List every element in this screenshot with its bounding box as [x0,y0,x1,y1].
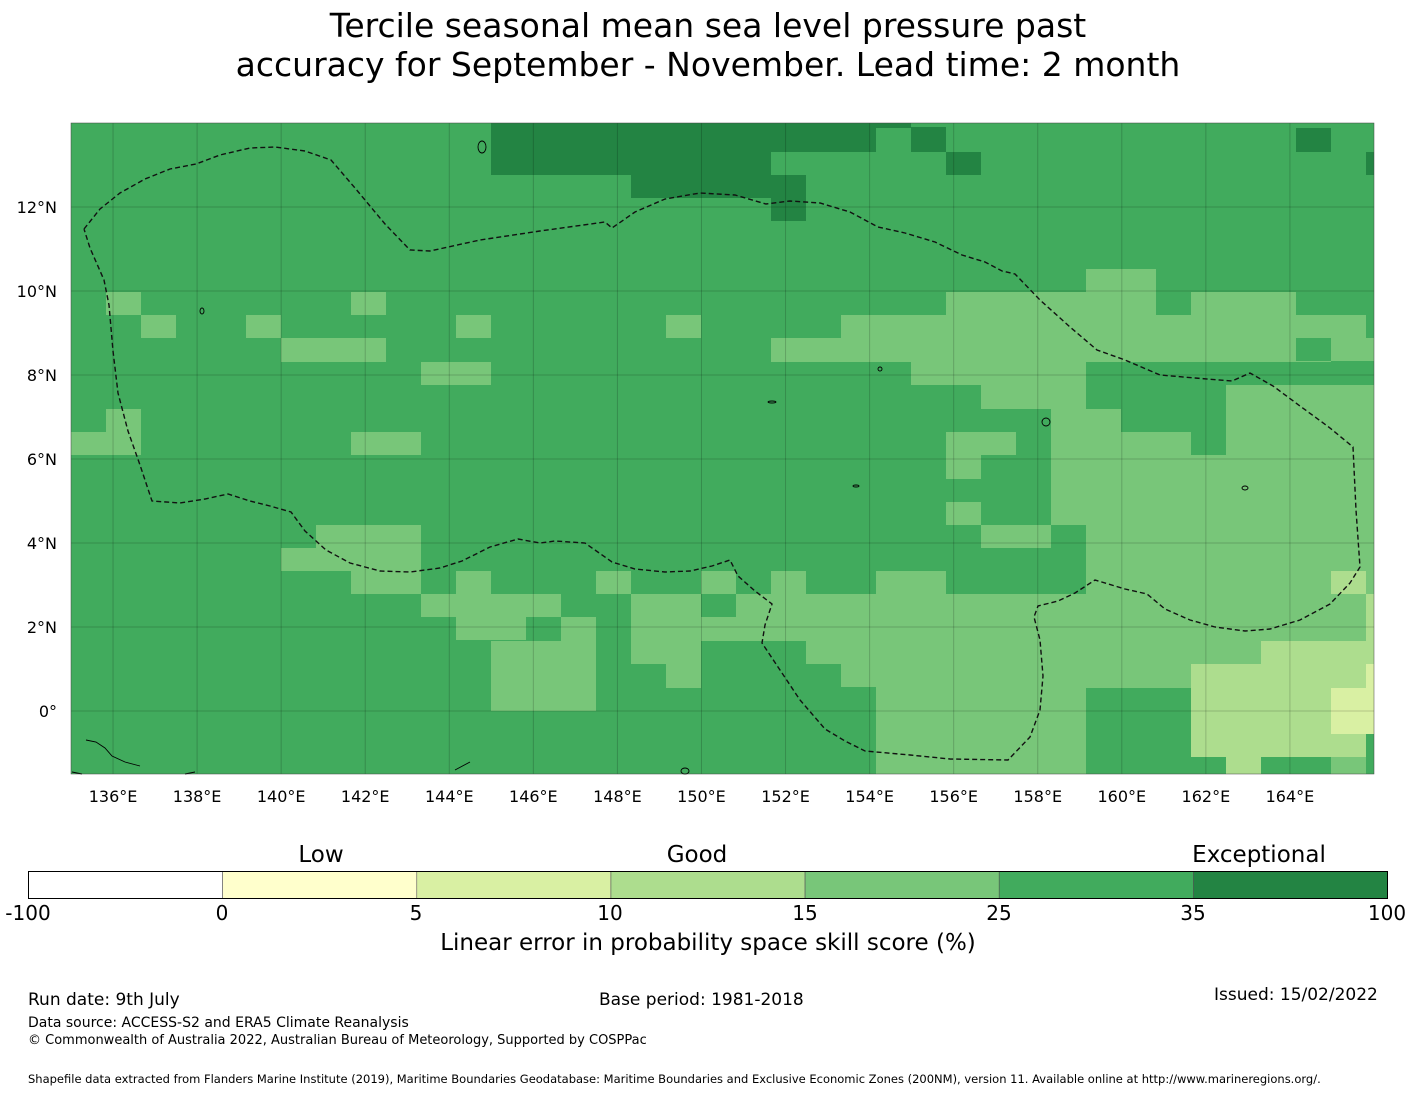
lon-tick-label: 140°E [257,787,306,806]
colorbar-label: Linear error in probability space skill … [440,930,976,956]
colorbar-tick: 5 [409,901,423,925]
lon-tick-label: 152°E [761,787,810,806]
lon-tick-label: 164°E [1266,787,1315,806]
colorbar-tick: 0 [215,901,229,925]
lon-tick-label: 154°E [845,787,894,806]
colorbar-tick: 35 [1180,901,1206,925]
shapefile-credit: Shapefile data extracted from Flanders M… [28,1072,1321,1086]
colorbar-category-low: Low [298,842,344,868]
lon-tick-label: 138°E [173,787,222,806]
skill-cells [71,123,1374,774]
lon-tick-label: 156°E [929,787,978,806]
colorbar-tick: -100 [5,901,51,925]
colorbar-segment [610,871,806,899]
lat-tick-label: 12°N [17,198,57,217]
lat-tick-label: 0° [39,702,57,721]
colorbar-tick: 15 [792,901,818,925]
lat-tick-label: 8°N [27,366,57,385]
map-gridlines [71,123,1374,774]
lat-tick-labels: 12°N 10°N 8°N 6°N 4°N 2°N 0° [17,198,57,721]
colorbar-segment [28,871,223,899]
colorbar-tick: 100 [1367,901,1407,925]
colorbar-segment [1193,871,1388,899]
lon-tick-label: 146°E [509,787,558,806]
colorbar [28,871,1388,899]
colorbar-segment [416,871,612,899]
lat-tick-label: 10°N [17,282,57,301]
map-title-line1: Tercile seasonal mean sea level pressure… [329,6,1087,45]
lat-tick-label: 6°N [27,450,57,469]
island-outlines [71,140,1249,775]
eez-boundary [83,146,1361,761]
lon-tick-label: 160°E [1097,787,1146,806]
colorbar-segment [804,871,1000,899]
lon-tick-label: 142°E [341,787,390,806]
base-period: Base period: 1981-2018 [599,990,804,1010]
colorbar-category-good: Good [666,842,728,868]
colorbar-segment [222,871,418,899]
lat-tick-label: 2°N [27,618,57,637]
colorbar-tick: 25 [986,901,1012,925]
lon-tick-labels: 136°E 138°E 140°E 142°E 144°E 146°E 148°E 150°E… [89,787,1315,806]
run-date: Run date: 9th July [28,990,180,1010]
lon-tick-label: 162°E [1182,787,1231,806]
copyright: © Commonwealth of Australia 2022, Austra… [28,1033,647,1048]
lon-tick-label: 150°E [677,787,726,806]
map-frame [70,122,1375,775]
skill-map: 136°E 138°E 140°E 142°E 144°E 146°E 148°E 150°E… [17,122,1375,806]
lat-tick-label: 4°N [27,534,57,553]
colorbar-segment [998,871,1194,899]
colorbar-tick: 10 [597,901,623,925]
colorbar-category-exceptional: Exceptional [1192,842,1326,868]
lon-tick-label: 136°E [89,787,138,806]
map-title-line2: accuracy for September - November. Lead … [235,45,1181,84]
lon-tick-label: 158°E [1013,787,1062,806]
data-source: Data source: ACCESS-S2 and ERA5 Climate … [28,1015,409,1031]
lon-tick-label: 144°E [425,787,474,806]
map-title: Tercile seasonal mean sea level pressure… [0,6,1416,84]
lon-tick-label: 148°E [593,787,642,806]
issued-date: Issued: 15/02/2022 [1214,985,1378,1005]
